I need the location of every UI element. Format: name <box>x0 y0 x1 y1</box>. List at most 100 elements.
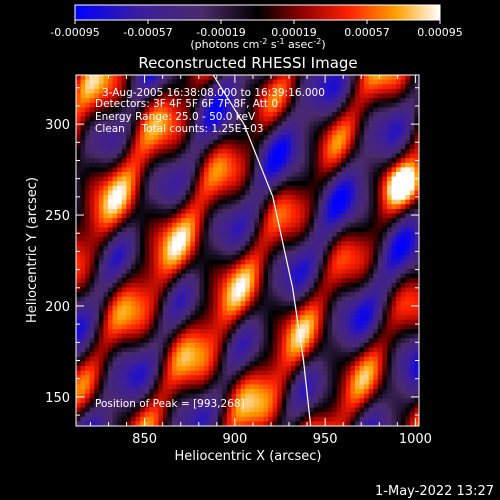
heatmap-cell <box>226 319 232 325</box>
heatmap-cell <box>322 268 328 274</box>
heatmap-cell <box>199 98 205 104</box>
heatmap-cell <box>199 75 205 81</box>
heatmap-cell <box>336 98 342 104</box>
heatmap-cell <box>76 190 81 196</box>
heatmap-cell <box>364 356 370 362</box>
heatmap-cell <box>304 153 310 159</box>
heatmap-cell <box>396 241 402 247</box>
heatmap-cell <box>341 107 347 113</box>
heatmap-cell <box>258 98 264 104</box>
heatmap-cell <box>76 208 81 214</box>
heatmap-cell <box>281 102 287 108</box>
heatmap-cell <box>281 162 287 168</box>
heatmap-cell <box>199 273 205 279</box>
heatmap-cell <box>327 190 333 196</box>
heatmap-cell <box>236 102 242 108</box>
heatmap-cell <box>181 361 187 367</box>
heatmap-cell <box>140 324 145 330</box>
heatmap-cell <box>135 310 141 316</box>
heatmap-cell <box>336 111 342 117</box>
heatmap-cell <box>286 79 292 85</box>
heatmap-cell <box>405 98 411 104</box>
heatmap-cell <box>149 361 155 367</box>
heatmap-cell <box>194 236 200 242</box>
heatmap-cell <box>98 365 104 371</box>
heatmap-cell <box>135 292 141 298</box>
heatmap-cell <box>185 218 191 224</box>
heatmap-cell <box>108 158 113 164</box>
heatmap-cell <box>245 218 251 224</box>
heatmap-cell <box>231 107 237 113</box>
heatmap-cell <box>222 88 228 94</box>
heatmap-cell <box>336 130 342 136</box>
heatmap-cell <box>204 171 210 178</box>
heatmap-cell <box>181 329 187 335</box>
heatmap-cell <box>176 153 182 159</box>
heatmap-cell <box>249 130 255 136</box>
heatmap-cell <box>94 204 100 210</box>
heatmap-cell <box>414 250 419 256</box>
heatmap-cell <box>158 195 164 201</box>
heatmap-cell <box>414 227 419 233</box>
heatmap-cell <box>354 333 360 339</box>
heatmap-cell <box>336 333 342 339</box>
heatmap-cell <box>254 222 260 228</box>
heatmap-cell <box>313 375 319 381</box>
heatmap-cell <box>295 135 301 141</box>
heatmap-cell <box>204 176 210 182</box>
heatmap-cell <box>117 268 123 274</box>
heatmap-cell <box>103 292 109 298</box>
heatmap-cell <box>364 333 370 339</box>
heatmap-cell <box>208 218 214 224</box>
heatmap-cell <box>373 162 379 168</box>
heatmap-cell <box>382 144 388 150</box>
heatmap-cell <box>240 204 246 210</box>
heatmap-cell <box>341 361 347 367</box>
heatmap-cell <box>149 356 155 362</box>
heatmap-cell <box>126 245 132 251</box>
heatmap-cell <box>318 278 324 284</box>
heatmap-cell <box>359 296 365 302</box>
heatmap-cell <box>391 190 397 196</box>
heatmap-cell <box>153 347 159 353</box>
heatmap-cell <box>322 107 328 113</box>
heatmap-cell <box>130 222 136 228</box>
heatmap-cell <box>368 361 374 367</box>
heatmap-cell <box>117 176 123 182</box>
heatmap-cell <box>377 79 383 85</box>
heatmap-cell <box>350 356 356 362</box>
heatmap-cell <box>80 139 86 145</box>
heatmap-cell <box>277 181 283 187</box>
heatmap-cell <box>263 121 269 127</box>
heatmap-cell <box>236 208 242 214</box>
heatmap-cell <box>327 158 333 164</box>
heatmap-cell <box>167 111 173 117</box>
heatmap-cell <box>341 158 347 164</box>
heatmap-cell <box>204 375 210 381</box>
heatmap-cell <box>281 301 287 307</box>
heatmap-cell <box>350 84 356 90</box>
heatmap-cell <box>126 93 132 99</box>
heatmap-cell <box>263 324 269 330</box>
heatmap-cell <box>364 324 370 330</box>
heatmap-cell <box>373 361 379 367</box>
heatmap-cell <box>368 130 374 136</box>
heatmap-cell <box>98 342 104 348</box>
heatmap-cell <box>386 361 392 367</box>
heatmap-cell <box>373 370 379 376</box>
heatmap-cell <box>130 93 136 99</box>
heatmap-cell <box>204 250 210 256</box>
heatmap-cell <box>300 255 306 261</box>
heatmap-cell <box>254 370 260 376</box>
heatmap-cell <box>295 208 301 214</box>
heatmap-cell <box>405 287 411 293</box>
heatmap-cell <box>245 176 251 182</box>
heatmap-cell <box>386 347 392 353</box>
heatmap-cell <box>300 167 306 173</box>
heatmap-cell <box>176 162 182 168</box>
heatmap-cell <box>158 218 164 224</box>
heatmap-cell <box>85 88 91 94</box>
heatmap-cell <box>304 338 310 344</box>
heatmap-cell <box>185 79 191 85</box>
heatmap-cell <box>254 245 260 251</box>
